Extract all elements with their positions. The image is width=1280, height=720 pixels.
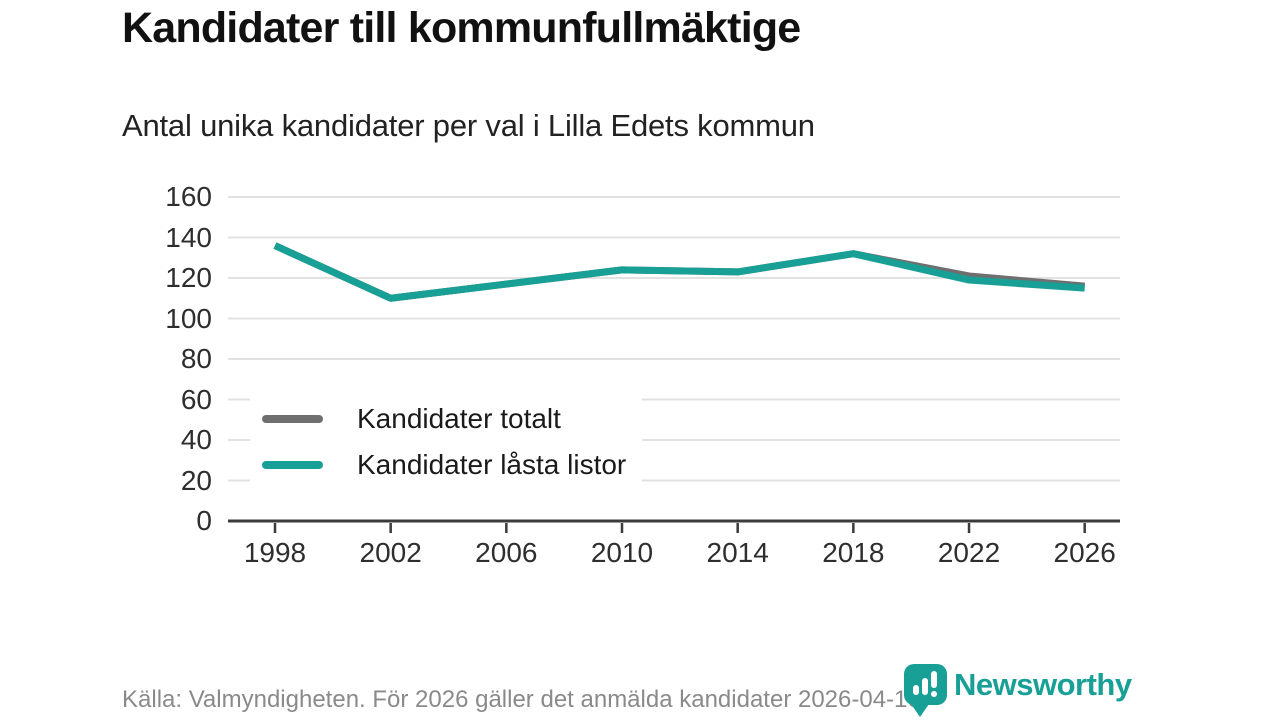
newsworthy-logo-text: Newsworthy bbox=[954, 667, 1132, 702]
x-axis-label: 2006 bbox=[475, 537, 538, 568]
y-axis-label: 0 bbox=[196, 505, 212, 536]
source-note: Källa: Valmyndigheten. För 2026 gäller d… bbox=[122, 686, 928, 713]
y-axis-label: 60 bbox=[180, 383, 212, 415]
exclamation-glyph-dot bbox=[931, 691, 937, 697]
chart-title: Kandidater till kommunfullmäktige bbox=[122, 4, 801, 52]
x-axis-label: 2014 bbox=[706, 537, 769, 568]
y-axis-label: 40 bbox=[180, 424, 212, 455]
legend-swatch-totalt bbox=[262, 415, 323, 423]
x-axis-label: 2022 bbox=[937, 537, 1001, 568]
speech-bubble-tail bbox=[911, 704, 929, 717]
x-axis-label: 2010 bbox=[590, 537, 654, 568]
line-chart: 0 20 40 60 80 100 120 140 160 1998 2002 2006 2010 20… bbox=[120, 180, 1165, 610]
y-axis-label: 160 bbox=[165, 181, 212, 212]
x-axis-label: 1998 bbox=[243, 537, 307, 568]
newsworthy-logo: Newsworthy bbox=[904, 664, 1132, 717]
bar-chart-glyph-bar1 bbox=[913, 685, 919, 695]
legend-label-totalt: Kandidater totalt bbox=[357, 403, 561, 434]
y-axis-label: 140 bbox=[165, 221, 212, 253]
exclamation-glyph-bar bbox=[931, 671, 937, 688]
chart-subtitle: Antal unika kandidater per val i Lilla E… bbox=[122, 108, 815, 143]
chart-legend: Kandidater totalt Kandidater låsta listo… bbox=[250, 392, 643, 494]
legend-swatch-lasta-listor bbox=[262, 461, 323, 469]
y-axis-label: 100 bbox=[165, 302, 212, 334]
bar-chart-glyph-bar2 bbox=[922, 678, 928, 695]
legend-item-lasta-listor: Kandidater låsta listor bbox=[262, 442, 626, 488]
y-axis-label: 20 bbox=[180, 464, 212, 496]
x-axis-label: 2002 bbox=[359, 537, 422, 568]
y-axis-label: 120 bbox=[165, 262, 212, 293]
x-axis-label: 2026 bbox=[1053, 537, 1116, 568]
x-axis-label: 2018 bbox=[822, 537, 885, 568]
y-axis-label: 80 bbox=[180, 343, 212, 374]
legend-label-lasta-listor: Kandidater låsta listor bbox=[357, 449, 627, 480]
newsworthy-logo-icon bbox=[904, 664, 947, 717]
series-line-kandidater-l-sta-listor bbox=[273, 242, 1085, 302]
legend-item-totalt: Kandidater totalt bbox=[262, 396, 626, 442]
